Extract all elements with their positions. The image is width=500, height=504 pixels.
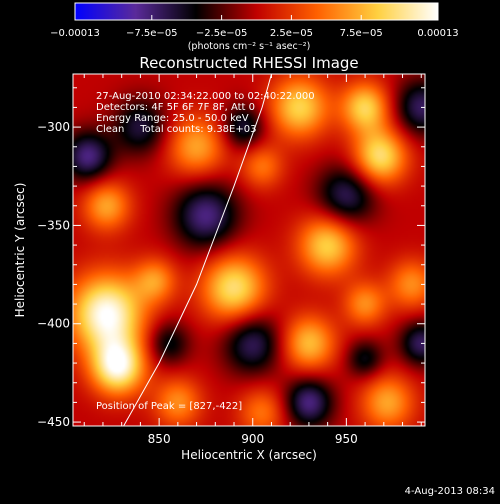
- annotation-clean-counts: Clean Total counts: 9.38E+03: [96, 124, 256, 135]
- plot-frame: [72, 73, 426, 427]
- x-tick-label: 950: [335, 432, 358, 446]
- heatmap-image: [73, 74, 425, 426]
- footer-timestamp: 4-Aug-2013 08:34: [405, 486, 495, 497]
- y-tick-label: −300: [37, 120, 70, 134]
- heatmap-raster: [73, 74, 425, 426]
- colorbar-tick-label: −2.5e−05: [196, 28, 248, 39]
- colorbar-tick-label: 2.5e−05: [270, 28, 313, 39]
- x-tick-label: 850: [148, 432, 171, 446]
- colorbar: [74, 2, 439, 21]
- annotation-energy-range: Energy Range: 25.0 - 50.0 keV: [96, 113, 249, 124]
- axis-ticks: 850 900 950 −300 −350 −400 −450: [37, 74, 425, 446]
- x-axis-label: Heliocentric X (arcsec): [181, 448, 317, 462]
- colorbar-tick-label: 0.00013: [417, 28, 458, 39]
- colorbar-units-label: (photons cm⁻² s⁻¹ asec⁻²): [188, 41, 311, 52]
- y-tick-label: −400: [37, 317, 70, 331]
- y-tick-label: −350: [37, 218, 70, 232]
- colorbar-tick-label: −7.5e−05: [126, 28, 178, 39]
- x-tick-label: 900: [241, 432, 264, 446]
- annotation-time-range: 27-Aug-2010 02:34:22.000 to 02:40:22.000: [96, 91, 315, 102]
- annotation-peak-position: Position of Peak = [827,-422]: [96, 401, 242, 412]
- colorbar-tick-label: 7.5e−05: [340, 28, 383, 39]
- annotation-detectors: Detectors: 4F 5F 6F 7F 8F, Att 0: [96, 102, 255, 113]
- solar-limb-curve: [123, 74, 272, 426]
- y-tick-label: −450: [37, 415, 70, 429]
- chart-title: Reconstructed RHESSI Image: [139, 54, 358, 72]
- colorbar-tick-label: −0.00013: [50, 28, 100, 39]
- colorbar-ticks: −0.00013 −7.5e−05 −2.5e−05 2.5e−05 7.5e−05 0.…: [50, 15, 459, 39]
- y-axis-label: Heliocentric Y (arcsec): [13, 183, 27, 318]
